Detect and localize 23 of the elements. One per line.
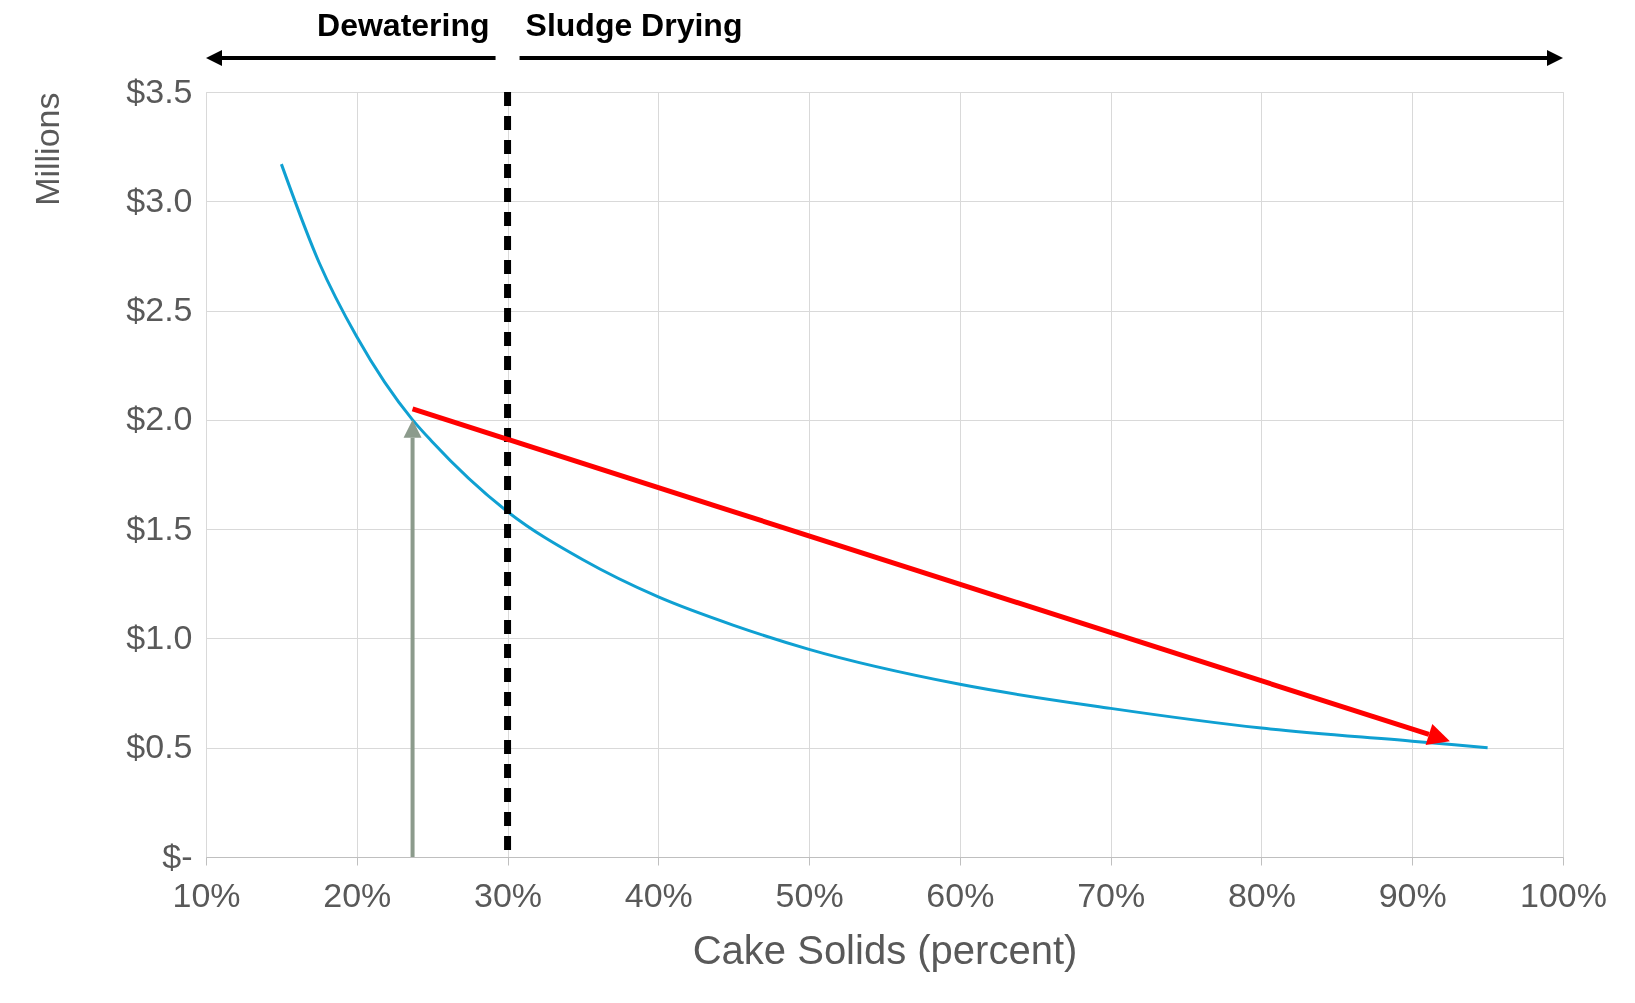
line-series (279, 162, 1490, 750)
y-tick-label: $3.0 (126, 180, 193, 219)
x-axis-title: Cake Solids (percent) (692, 927, 1078, 972)
x-tick-label: 50% (775, 875, 844, 914)
x-tick-label: 20% (323, 875, 392, 914)
x-tick-label: 90% (1378, 875, 1447, 914)
y-tick-label: $- (162, 836, 193, 875)
x-tick-label: 70% (1077, 875, 1146, 914)
x-tick-label: 100% (1520, 875, 1607, 914)
y-axis-title: Millions (27, 92, 66, 206)
text: Sludge Drying (525, 7, 743, 43)
x-tick-label: 10% (172, 875, 241, 914)
x-tick-label: 80% (1227, 875, 1296, 914)
y-tick-label: $3.5 (126, 71, 193, 110)
text: Dewatering (317, 7, 490, 43)
y-tick-label: $1.5 (126, 508, 193, 547)
y-tick-label: $2.0 (126, 399, 193, 438)
x-tick-label: 60% (926, 875, 995, 914)
x-tick-label: 40% (624, 875, 693, 914)
y-tick-label: $1.0 (126, 617, 193, 656)
y-tick-label: $0.5 (126, 727, 193, 766)
y-tick-label: $2.5 (126, 290, 193, 329)
x-tick-label: 30% (474, 875, 543, 914)
